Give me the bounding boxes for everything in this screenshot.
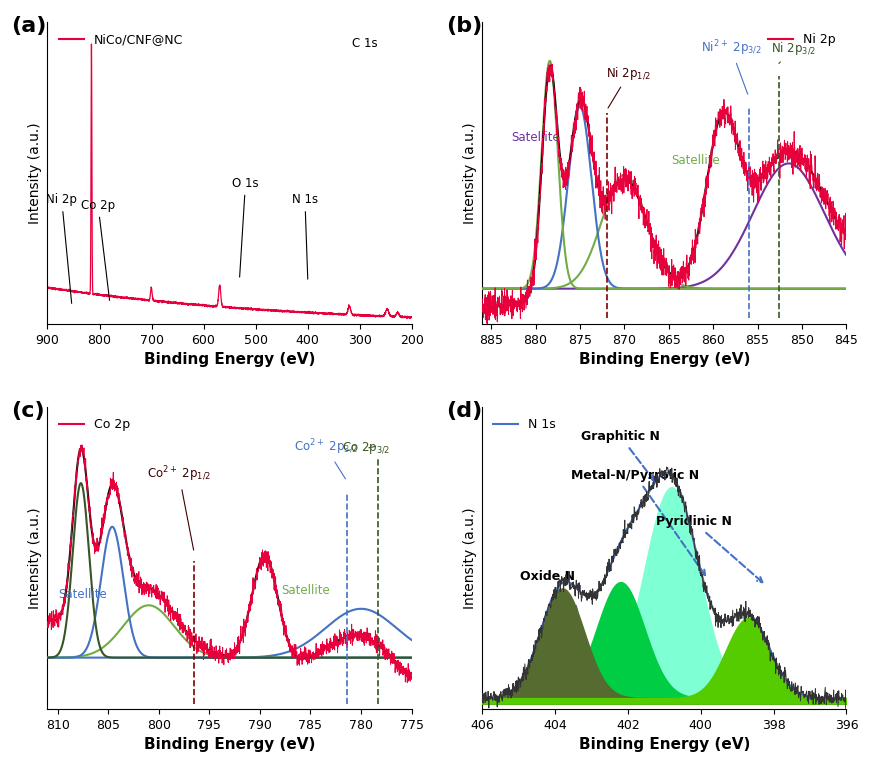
- Legend: Ni 2p: Ni 2p: [762, 28, 840, 52]
- Legend: Co 2p: Co 2p: [53, 414, 135, 437]
- Text: Graphitic N: Graphitic N: [581, 430, 660, 481]
- Text: (b): (b): [446, 16, 482, 36]
- Text: Ni 2p$_{1/2}$: Ni 2p$_{1/2}$: [606, 65, 651, 108]
- Text: Co$^{2+}$ 2p$_{3/2}$: Co$^{2+}$ 2p$_{3/2}$: [294, 438, 358, 479]
- X-axis label: Binding Energy (eV): Binding Energy (eV): [578, 352, 750, 367]
- Text: Ni 2p: Ni 2p: [46, 193, 77, 303]
- Text: O 1s: O 1s: [232, 177, 259, 277]
- Text: Oxide N: Oxide N: [521, 570, 578, 611]
- Text: Ni 2p$_{3/2}$: Ni 2p$_{3/2}$: [771, 41, 816, 64]
- Text: (a): (a): [11, 16, 46, 36]
- Y-axis label: Intensity (a.u.): Intensity (a.u.): [28, 122, 42, 224]
- Text: Satellite: Satellite: [281, 584, 330, 598]
- Legend: N 1s: N 1s: [488, 414, 561, 437]
- X-axis label: Binding Energy (eV): Binding Energy (eV): [144, 352, 315, 367]
- Text: C 1s: C 1s: [353, 37, 378, 50]
- X-axis label: Binding Energy (eV): Binding Energy (eV): [144, 737, 315, 752]
- Text: (d): (d): [446, 401, 482, 421]
- X-axis label: Binding Energy (eV): Binding Energy (eV): [578, 737, 750, 752]
- Text: (c): (c): [11, 401, 45, 421]
- Text: Co 2p$_{3/2}$: Co 2p$_{3/2}$: [342, 441, 390, 456]
- Y-axis label: Intensity (a.u.): Intensity (a.u.): [463, 508, 477, 609]
- Text: Satellite: Satellite: [671, 154, 720, 167]
- Y-axis label: Intensity (a.u.): Intensity (a.u.): [463, 122, 477, 224]
- Text: Co$^{2+}$ 2p$_{1/2}$: Co$^{2+}$ 2p$_{1/2}$: [147, 465, 211, 550]
- Y-axis label: Intensity (a.u.): Intensity (a.u.): [28, 508, 42, 609]
- Text: Satellite: Satellite: [59, 588, 108, 601]
- Text: Ni$^{2+}$ 2p$_{3/2}$: Ni$^{2+}$ 2p$_{3/2}$: [701, 38, 761, 95]
- Text: Pyridinic N: Pyridinic N: [655, 515, 762, 582]
- Text: Co 2p: Co 2p: [81, 198, 116, 301]
- Legend: NiCo/CNF@NC: NiCo/CNF@NC: [53, 28, 188, 52]
- Text: Metal-N/Pyrrolic N: Metal-N/Pyrrolic N: [571, 468, 705, 575]
- Text: Satellite: Satellite: [511, 131, 560, 145]
- Text: N 1s: N 1s: [292, 193, 318, 279]
